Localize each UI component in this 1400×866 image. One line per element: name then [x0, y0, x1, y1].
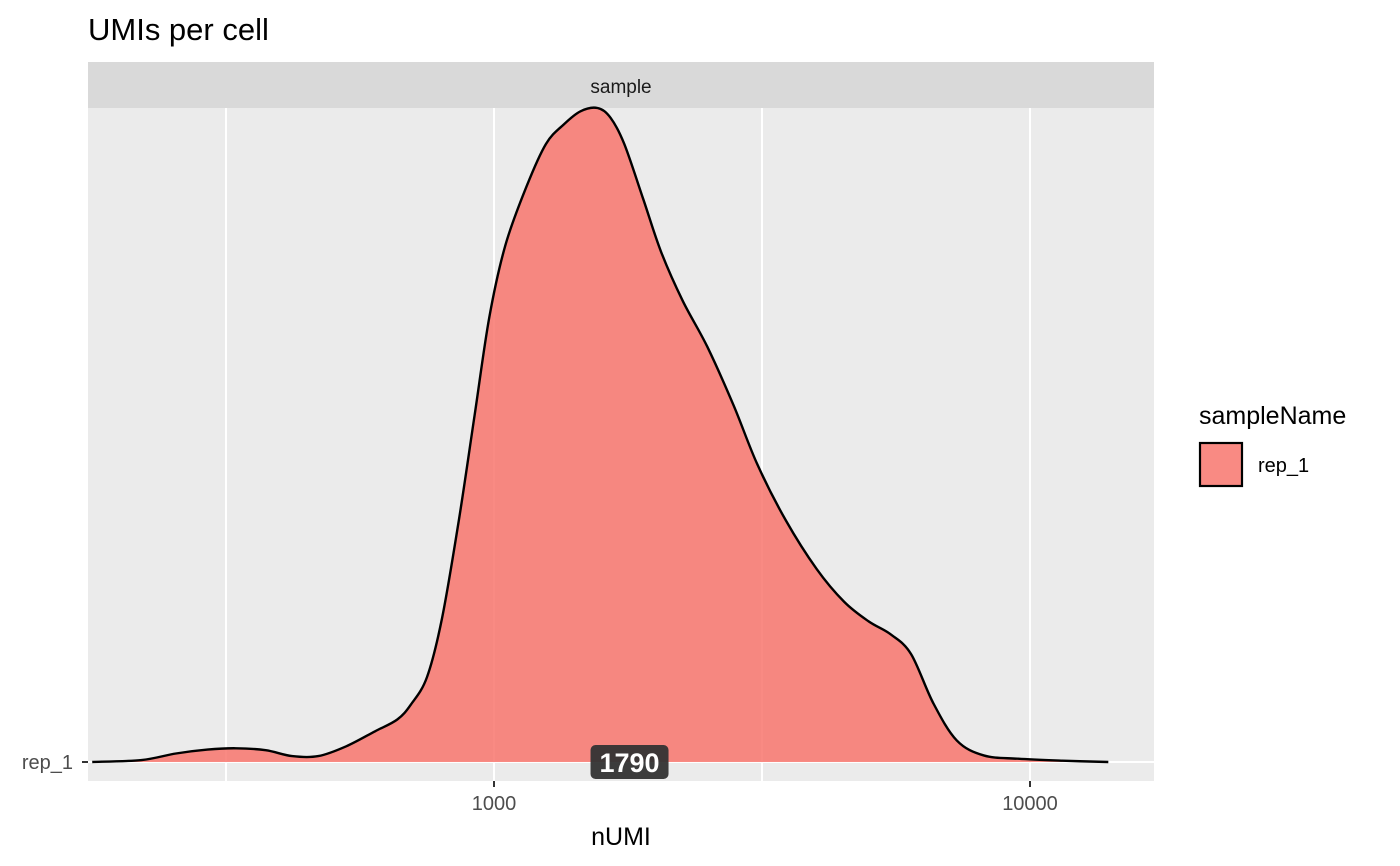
facet-label: sample: [590, 77, 651, 98]
x-tick-label: 10000: [1002, 793, 1058, 815]
legend-key-rep_1: [1198, 441, 1244, 488]
median-label-box: [590, 745, 669, 779]
density-area-rep_1: [92, 107, 1109, 763]
axes-layer: rep_1 1000 10000: [22, 752, 1058, 815]
legend-entries: rep_1: [1198, 441, 1309, 488]
x-tick-label: 1000: [472, 793, 517, 815]
density-layer: [92, 106, 1109, 764]
density-outline-rep_1: [92, 106, 1109, 764]
legend-title: sampleName: [1199, 402, 1346, 430]
y-tick-label: rep_1: [22, 752, 73, 774]
median-label: 1790: [599, 748, 659, 778]
x-axis-title: nUMI: [591, 823, 651, 851]
legend-label-rep_1: rep_1: [1258, 455, 1309, 477]
chart-title: UMIs per cell: [88, 12, 269, 47]
median-layer: 1790: [590, 745, 669, 779]
facet-strip: [88, 62, 1154, 108]
